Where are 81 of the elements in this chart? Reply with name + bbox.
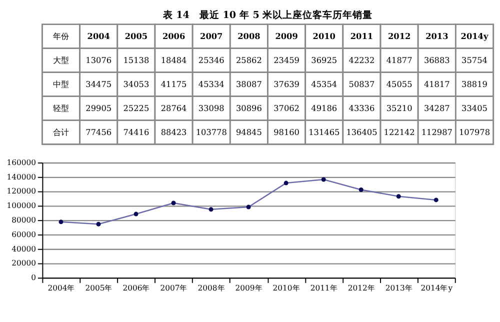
- data-label: 38819: [462, 79, 488, 90]
- data-label: 30896: [236, 103, 262, 114]
- x-tick-label: 2014年y: [420, 284, 454, 293]
- x-tick-label: 2009: [275, 31, 298, 42]
- x-tick-label: 2011年: [310, 284, 338, 293]
- data-label: 45354: [311, 79, 338, 90]
- x-tick-label: 2004年: [48, 284, 76, 293]
- y-tick-label: 140000: [6, 172, 36, 182]
- y-tick-label: 20000: [12, 258, 36, 268]
- y-tick-label: 80000: [12, 215, 36, 224]
- data-label: 36925: [311, 55, 338, 66]
- data-label: 98160: [274, 127, 300, 138]
- data-label: 43336: [348, 103, 375, 114]
- x-tick-label: 2008: [238, 31, 261, 42]
- data-label: 28764: [160, 103, 187, 114]
- data-label: 122142: [384, 127, 415, 138]
- data-label: 49186: [311, 103, 338, 114]
- data-label: 45055: [386, 79, 412, 90]
- x-tick-label: 2010年: [272, 284, 300, 293]
- y-tick-label: 60000: [12, 230, 36, 239]
- data-label: 18484: [160, 55, 187, 66]
- data-label: 34287: [424, 103, 450, 114]
- data-label: 38087: [236, 79, 262, 90]
- data-label: 41175: [160, 79, 187, 90]
- data-label: 35210: [386, 103, 412, 114]
- data-label: 94845: [236, 127, 262, 138]
- x-tick-label: 2007年: [160, 284, 188, 293]
- data-label: 136405: [346, 127, 378, 138]
- data-label: 33098: [198, 103, 224, 114]
- x-tick-label: 2007: [200, 31, 223, 42]
- data-label: 34475: [86, 79, 112, 90]
- data-label: 50837: [348, 79, 375, 90]
- data-label: 34053: [123, 79, 150, 90]
- x-tick-label: 2008年: [198, 284, 226, 293]
- x-tick-label: 2011: [350, 31, 374, 42]
- x-tick-label: 2009年: [235, 284, 263, 293]
- x-tick-label: 2005年: [85, 284, 113, 293]
- data-label: 41817: [424, 79, 450, 90]
- y-tick-label: 40000: [12, 244, 36, 254]
- data-label: 131465: [308, 127, 340, 138]
- data-label: 88423: [160, 127, 187, 138]
- data-label: 25346: [198, 55, 224, 66]
- y-tick-label: 120000: [6, 186, 36, 196]
- x-tick-label: 2014y: [460, 31, 488, 42]
- data-label: 103778: [196, 127, 227, 138]
- y-tick-label: 大型: [53, 55, 70, 66]
- x-tick-label: 2012年: [348, 284, 376, 293]
- data-label: 107978: [458, 127, 490, 138]
- x-tick-label: 2006年: [122, 284, 150, 293]
- x-tick-label: 2004: [87, 31, 110, 42]
- data-label: 37062: [274, 103, 300, 114]
- data-label: 25225: [123, 103, 150, 114]
- data-label: 15138: [123, 55, 150, 66]
- y-tick-label: 轻型: [53, 103, 70, 114]
- data-label: 41877: [386, 55, 412, 66]
- data-label: 45334: [198, 79, 224, 90]
- data-label: 74416: [123, 127, 150, 138]
- data-label: 77456: [86, 127, 112, 138]
- data-label: 25862: [236, 55, 262, 66]
- x-tick-label: 2013年: [385, 284, 413, 293]
- y-tick-label: 160000: [6, 158, 36, 167]
- data-label: 112987: [421, 127, 452, 138]
- data-label: 23459: [274, 55, 300, 66]
- data-label: 36883: [424, 55, 450, 66]
- y-tick-label: 100000: [6, 201, 36, 210]
- x-tick-label: 2006: [162, 31, 186, 42]
- y-tick-label: 0: [31, 273, 36, 282]
- x-tick-label: 2010: [312, 31, 336, 42]
- x-tick-label: 2012: [388, 31, 411, 42]
- data-label: 33405: [462, 103, 488, 114]
- data-label: 29905: [86, 103, 112, 114]
- y-tick-label: 合计: [53, 127, 70, 138]
- y-tick-label: 中型: [53, 79, 70, 90]
- chart-title: 表 14 最近 10 年 5 米以上座位客车历年销量: [162, 8, 373, 21]
- data-label: 42232: [348, 55, 375, 66]
- x-tick-label: 2013: [426, 31, 449, 42]
- data-label: 13076: [86, 55, 112, 66]
- data-label: 37639: [274, 79, 300, 90]
- data-label: 35754: [462, 55, 488, 66]
- x-axis-title: 年份: [53, 31, 70, 42]
- x-tick-label: 2005: [124, 31, 148, 42]
